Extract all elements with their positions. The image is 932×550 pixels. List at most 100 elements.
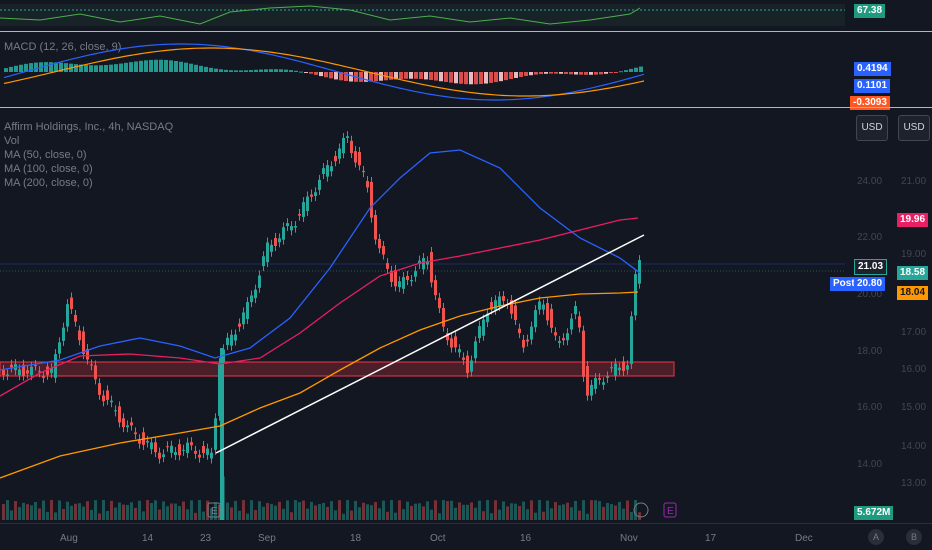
volume-bar (70, 505, 73, 520)
candle-body (626, 365, 629, 370)
macd-histogram-bar (344, 72, 348, 82)
volume-bar (538, 500, 541, 520)
candle-body (322, 168, 325, 175)
volume-bar (510, 503, 513, 520)
volume-bar (478, 500, 481, 520)
volume-bar (542, 511, 545, 520)
macd-histogram-bar (614, 72, 618, 73)
volume-bar (530, 500, 533, 520)
macd-histogram-bar (494, 72, 498, 83)
volume-bar (574, 500, 577, 520)
candle-body (286, 223, 289, 227)
currency-button-left[interactable]: USD (856, 115, 888, 141)
volume-bar (282, 508, 285, 520)
macd-histogram-bar (79, 64, 83, 72)
symbol-title[interactable]: Affirm Holdings, Inc., 4h, NASDAQ (4, 121, 174, 133)
macd-histogram-bar (4, 68, 8, 72)
candle-body (598, 378, 601, 380)
time-label-16: 16 (520, 533, 532, 544)
volume-bar (570, 507, 573, 520)
volume-bar (166, 506, 169, 520)
candle-body (522, 339, 525, 348)
ma200-label[interactable]: MA (200, close, 0) (4, 177, 93, 189)
candle-body (558, 341, 561, 343)
candle-body (430, 252, 433, 283)
volume-bar (102, 500, 105, 520)
candle-body (346, 136, 349, 139)
macd-histogram-bar (609, 72, 613, 74)
ma100-label[interactable]: MA (100, close, 0) (4, 163, 93, 175)
macd-histogram-bar (474, 72, 478, 85)
candle-body (478, 326, 481, 339)
macd-histogram-bar (404, 72, 408, 79)
volume-bar (298, 502, 301, 520)
volume-bar (266, 503, 269, 520)
candle-body (542, 304, 545, 310)
log-scale-button[interactable]: B (906, 529, 922, 545)
right-tick-7: 13.00 (901, 478, 927, 489)
volume-indicator-label[interactable]: Vol (4, 135, 20, 147)
macd-histogram-bar (464, 72, 468, 85)
candle-body (310, 194, 313, 197)
macd-histogram-bar (219, 69, 223, 72)
candle-body (266, 242, 269, 263)
candle-body (518, 328, 521, 334)
candle-body (378, 238, 381, 249)
volume-bar (402, 509, 405, 520)
volume-bar (202, 511, 205, 520)
candle-body (566, 333, 569, 341)
macd-histogram-bar (334, 72, 338, 80)
volume-bar (98, 513, 101, 520)
ma50-label[interactable]: MA (50, close, 0) (4, 149, 87, 161)
macd-histogram-bar (214, 68, 218, 72)
pane-separator-1[interactable] (0, 31, 932, 32)
candle-body (178, 444, 181, 456)
macd-histogram-bar (59, 62, 63, 72)
macd-histogram-bar (44, 62, 48, 72)
macd-histogram-bar (454, 72, 458, 84)
macd-histogram-bar (169, 60, 173, 72)
macd-histogram-bar (14, 65, 18, 72)
pane-separator-2[interactable] (0, 107, 932, 108)
macd-signal-badge: 0.1101 (854, 79, 891, 93)
macd-histogram-bar (434, 72, 438, 81)
volume-bar (162, 501, 165, 520)
candle-body (126, 425, 129, 428)
candle-body (574, 306, 577, 315)
macd-histogram-bar (294, 70, 298, 72)
candle-body (334, 156, 337, 162)
candle-body (422, 257, 425, 270)
candle-body (130, 422, 133, 426)
volume-bar (322, 502, 325, 520)
volume-bar (58, 500, 61, 520)
volume-bar (486, 500, 489, 520)
currency-button-right[interactable]: USD (898, 115, 930, 141)
macd-histogram-bar (104, 65, 108, 72)
candle-body (442, 308, 445, 327)
rsi-chart (0, 4, 845, 26)
candle-body (622, 361, 625, 371)
macd-histogram-bar (459, 72, 463, 84)
macd-histogram-bar (24, 63, 28, 72)
candle-body (294, 225, 297, 228)
macd-histogram-bar (34, 62, 38, 72)
volume-bar (470, 502, 473, 520)
volume-bar (2, 504, 5, 520)
auto-scale-button[interactable]: A (868, 529, 884, 545)
macd-histogram-bar (49, 62, 53, 72)
volume-bar (462, 504, 465, 520)
macd-histogram-bar (559, 72, 563, 74)
macd-histogram-bar (309, 72, 313, 74)
candle-body (374, 214, 377, 240)
macd-histogram-bar (164, 59, 168, 72)
candle-body (238, 323, 241, 327)
candle-body (62, 327, 65, 341)
volume-bar (414, 503, 417, 520)
volume-bar (434, 500, 437, 520)
volume-bar (106, 510, 109, 520)
candle-body (406, 276, 409, 281)
macd-histogram-bar (469, 72, 473, 85)
left-tick-6: 14.00 (857, 459, 883, 470)
candle-body (106, 390, 109, 400)
